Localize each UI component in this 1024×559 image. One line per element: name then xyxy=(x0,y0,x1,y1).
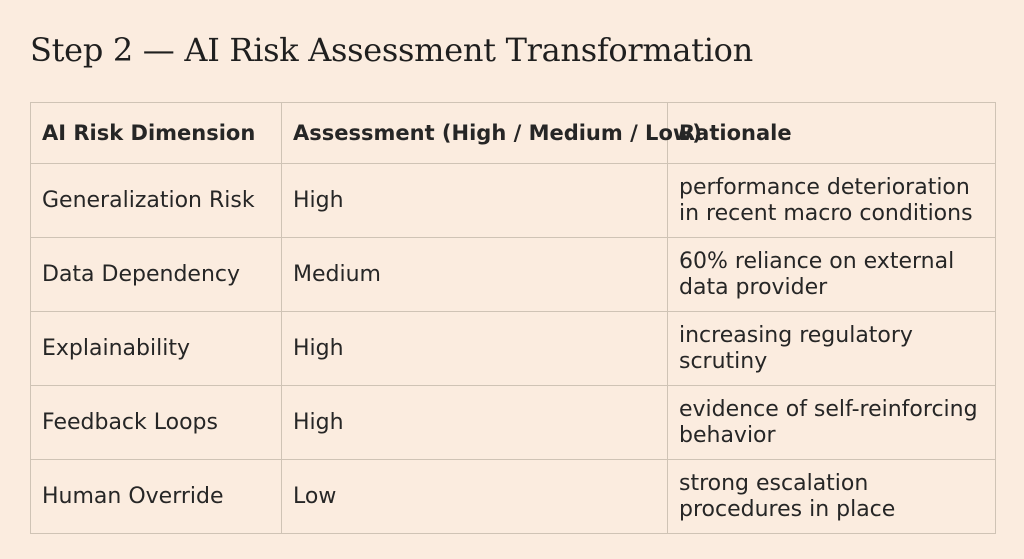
cell-dimension: Feedback Loops xyxy=(30,385,282,460)
header-dimension: AI Risk Dimension xyxy=(30,102,282,164)
cell-rationale: increasing regulatory scrutiny xyxy=(667,311,996,386)
cell-dimension: Explainability xyxy=(30,311,282,386)
cell-dimension: Generalization Risk xyxy=(30,163,282,238)
table-header-row: AI Risk Dimension Assessment (High / Med… xyxy=(30,102,996,164)
cell-dimension: Data Dependency xyxy=(30,237,282,312)
table-row: Generalization Risk High performance det… xyxy=(30,163,996,238)
page-title: Step 2 — AI Risk Assessment Transformati… xyxy=(30,31,753,69)
cell-rationale: evidence of self-reinforcing behavior xyxy=(667,385,996,460)
cell-assessment: Low xyxy=(281,459,668,534)
table-row: Data Dependency Medium 60% reliance on e… xyxy=(30,237,996,312)
risk-assessment-table: AI Risk Dimension Assessment (High / Med… xyxy=(30,102,996,534)
cell-assessment: High xyxy=(281,311,668,386)
cell-assessment: Medium xyxy=(281,237,668,312)
header-rationale: Rationale xyxy=(667,102,996,164)
cell-rationale: strong escalation procedures in place xyxy=(667,459,996,534)
table-row: Human Override Low strong escalation pro… xyxy=(30,459,996,534)
cell-dimension: Human Override xyxy=(30,459,282,534)
header-assessment: Assessment (High / Medium / Low) xyxy=(281,102,702,164)
cell-rationale: 60% reliance on external data provider xyxy=(667,237,996,312)
cell-assessment: High xyxy=(281,385,668,460)
table-row: Explainability High increasing regulator… xyxy=(30,311,996,386)
cell-assessment: High xyxy=(281,163,668,238)
table-row: Feedback Loops High evidence of self-rei… xyxy=(30,385,996,460)
cell-rationale: performance deterioration in recent macr… xyxy=(667,163,996,238)
